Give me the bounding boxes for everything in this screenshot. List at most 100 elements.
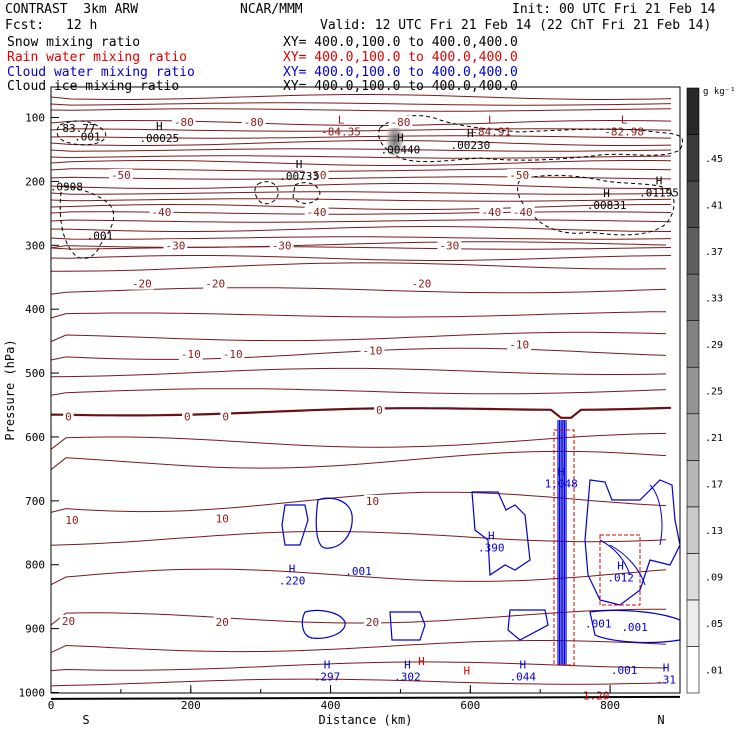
extremum-value: .012	[607, 571, 634, 584]
colorbar-segment	[686, 227, 700, 275]
isotherm-label-bg	[213, 616, 231, 629]
isotherm-label: -50	[307, 169, 327, 182]
extremum-marker: H	[519, 658, 526, 671]
isotherm-label-bg	[507, 338, 532, 351]
forecast-hour: 12 h	[66, 18, 98, 33]
extremum-value: .390	[478, 541, 505, 554]
x-axis-label: Distance (km)	[319, 713, 413, 727]
isotherm-line	[50, 119, 672, 127]
isotherm-label-bg	[241, 115, 266, 128]
isotherm-label-bg	[479, 206, 504, 219]
extremum-marker: L	[338, 113, 345, 126]
field-cloudwater-xy: XY= 400.0,100.0 to 400.0,400.0	[283, 65, 518, 80]
extremum-value: .044	[510, 670, 537, 683]
isotherm-label: 0	[65, 411, 72, 424]
isotherm-label-bg	[129, 277, 154, 290]
extremum-marker: H	[404, 658, 411, 671]
isotherm-label: 10	[65, 514, 78, 527]
plot-frame	[50, 86, 681, 694]
colorbar-label: .17	[705, 480, 723, 491]
isotherm-label: -40	[481, 206, 501, 219]
extremum-value: .297	[314, 670, 341, 683]
x-tick-label: 800	[600, 699, 620, 712]
cloud-water-contour	[281, 504, 309, 546]
y-tick-label: 200	[25, 175, 45, 188]
y-tick-label: 700	[25, 495, 45, 508]
extremum-value: .302	[394, 670, 421, 683]
extremum-marker: H	[464, 665, 471, 678]
isotherm-line	[50, 155, 672, 159]
ground-line	[50, 695, 681, 700]
isotherm-label: -10	[181, 348, 201, 361]
field-snow-xy: XY= 400.0,100.0 to 400.0,400.0	[283, 35, 518, 50]
colorbar-segment	[686, 180, 700, 228]
isotherm-line	[50, 640, 667, 654]
isotherm-label: 0	[184, 411, 191, 424]
isotherm-label: 20	[366, 616, 379, 629]
cloud-water-contour	[584, 479, 681, 606]
isotherm-line	[50, 140, 672, 146]
isotherm-line	[50, 225, 672, 232]
extremum-value: 1.048	[545, 477, 578, 490]
isotherm-label-bg	[363, 494, 382, 507]
y-tick-label: 500	[25, 367, 45, 380]
freezing-level-line	[50, 406, 672, 419]
snow-max-shading	[385, 120, 405, 160]
isotherm-label-bg	[63, 410, 74, 423]
extremum-value: .00025	[139, 132, 179, 145]
colorbar-label: .09	[705, 573, 723, 584]
isotherm-label-bg	[507, 169, 532, 182]
isotherm-line	[50, 678, 667, 687]
isotherm-label: -10	[509, 338, 529, 351]
rain-water-contour	[599, 534, 641, 606]
isotherm-label-bg	[220, 347, 245, 360]
isotherm-label-bg	[59, 614, 78, 627]
isotherm-line	[50, 347, 667, 361]
isotherm-line	[50, 246, 672, 250]
extremum-value: .001	[74, 130, 101, 143]
isotherm-label: -20	[132, 278, 152, 291]
extremum-marker: H	[397, 131, 404, 144]
extremum-value: .001	[345, 565, 372, 578]
isotherm-line	[50, 432, 667, 450]
isotherm-line	[50, 367, 667, 378]
cloud-ice-contour	[378, 115, 683, 163]
isotherm-label: -80	[391, 116, 411, 129]
isotherm-label-bg	[220, 410, 232, 423]
isotherm-line	[50, 148, 672, 152]
isotherm-label: -30	[439, 239, 459, 252]
isotherm-line	[50, 108, 672, 112]
isotherm-line	[50, 168, 672, 172]
isotherm-label: 0	[376, 404, 383, 417]
isotherm-label-bg	[213, 512, 231, 525]
isotherm-label-bg	[178, 347, 203, 360]
model-title: CONTRAST 3km ARW	[5, 2, 139, 17]
cloud-water-contour	[471, 491, 531, 577]
colorbar-label: .25	[705, 387, 723, 398]
extremum-marker: L	[621, 113, 628, 126]
isotherm-label-bg	[388, 115, 413, 128]
isotherm-label-bg	[163, 239, 188, 252]
isotherm-line	[50, 331, 667, 342]
colorbar-label: .33	[705, 293, 723, 304]
colorbar-label: .37	[705, 247, 723, 258]
colorbar-segment	[686, 366, 700, 415]
isotherm-label: -40	[513, 206, 533, 219]
isotherm-label: -40	[151, 206, 171, 219]
isotherm-line	[50, 94, 672, 100]
y-tick-label: 1000	[19, 687, 46, 700]
isotherm-label: 20	[62, 615, 75, 628]
colorbar-segment	[686, 599, 700, 647]
extremum-marker: H	[324, 658, 331, 671]
extremum-value: .00831	[587, 199, 627, 212]
colorbar-segment	[686, 87, 700, 135]
isotherm-line	[50, 102, 672, 106]
x-tick-label: 600	[460, 699, 480, 712]
isotherm-line	[50, 183, 672, 190]
isotherm-label-bg	[203, 277, 228, 290]
isotherm-line	[50, 568, 667, 586]
isotherm-line	[50, 236, 672, 240]
extremum-value: .001	[611, 664, 638, 677]
extremum-value: 83.77	[62, 122, 95, 135]
